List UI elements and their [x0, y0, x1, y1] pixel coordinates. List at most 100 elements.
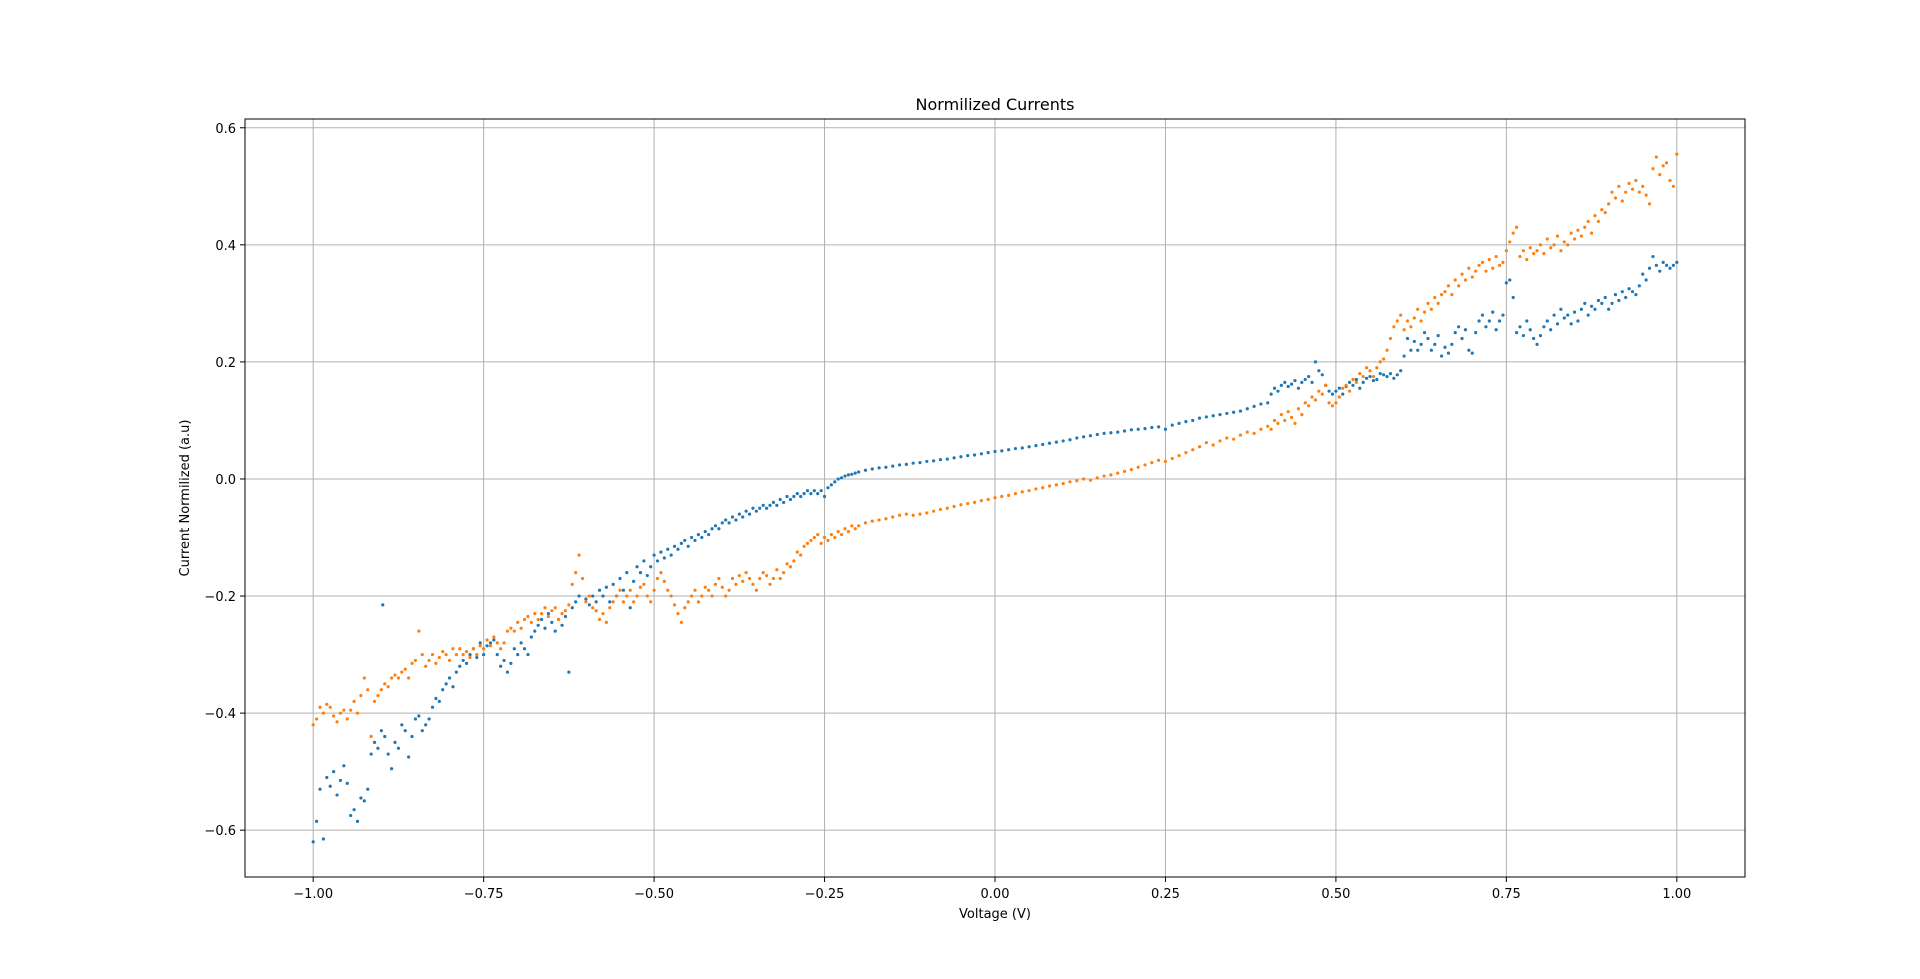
series-layer: [311, 152, 1679, 844]
data-point: [427, 717, 431, 721]
data-point: [1630, 290, 1635, 294]
data-point: [758, 576, 762, 581]
data-point: [1429, 348, 1433, 352]
data-point: [1664, 263, 1669, 267]
data-point: [1399, 313, 1403, 317]
data-point: [1617, 298, 1621, 303]
data-point: [400, 723, 404, 727]
data-point: [785, 562, 789, 566]
data-point: [635, 565, 639, 569]
data-point: [372, 699, 377, 704]
data-point: [1521, 333, 1526, 338]
data-point: [1375, 377, 1379, 382]
data-point: [761, 503, 765, 507]
data-point: [594, 600, 598, 604]
data-point: [413, 658, 418, 663]
data-point: [857, 524, 861, 528]
data-point: [1402, 354, 1406, 358]
data-point: [1204, 441, 1208, 445]
data-point: [1088, 434, 1093, 438]
data-point: [321, 711, 326, 715]
data-point: [1596, 298, 1601, 303]
data-point: [1054, 440, 1058, 444]
data-point: [812, 489, 816, 493]
data-point: [747, 576, 752, 581]
data-point: [1671, 263, 1676, 267]
data-point: [1593, 213, 1597, 218]
data-point: [707, 532, 711, 537]
data-point: [1613, 196, 1618, 200]
data-point: [1627, 287, 1631, 291]
data-point: [734, 518, 738, 522]
data-point: [730, 515, 735, 519]
data-point: [1416, 307, 1420, 311]
data-point: [638, 585, 643, 589]
data-point: [638, 571, 643, 575]
data-point: [805, 489, 810, 493]
data-point: [379, 729, 383, 733]
data-point: [972, 453, 977, 457]
data-point: [1491, 310, 1495, 314]
data-point: [400, 670, 404, 674]
data-point: [1382, 373, 1386, 377]
data-point: [1545, 319, 1549, 323]
data-point: [1177, 421, 1181, 425]
data-point: [386, 752, 390, 756]
data-point: [945, 506, 949, 510]
data-point: [407, 755, 411, 759]
data-point: [649, 565, 653, 569]
data-point: [1358, 386, 1362, 390]
data-point: [1439, 292, 1444, 297]
data-point: [427, 658, 431, 663]
data-point: [1388, 336, 1393, 341]
data-point: [747, 512, 752, 516]
data-point: [594, 609, 598, 613]
data-point: [1095, 432, 1099, 437]
data-point: [1245, 407, 1249, 411]
data-point: [1082, 435, 1086, 439]
data-point: [822, 535, 827, 540]
data-point: [689, 535, 694, 540]
data-point: [1170, 456, 1174, 461]
data-point: [488, 641, 493, 645]
data-point: [601, 594, 605, 598]
data-point: [1624, 295, 1628, 300]
data-point: [724, 594, 728, 598]
data-point: [1238, 433, 1243, 437]
data-point: [550, 609, 554, 613]
data-point: [1116, 471, 1120, 475]
data-point: [655, 559, 660, 563]
data-point: [1566, 313, 1570, 317]
data-point: [1675, 152, 1679, 156]
data-point: [1446, 284, 1451, 288]
data-point: [1313, 398, 1318, 402]
data-point: [979, 499, 983, 503]
data-point: [1293, 379, 1297, 383]
data-point: [1542, 252, 1546, 256]
data-point: [349, 708, 353, 712]
data-point: [1364, 376, 1369, 380]
data-point: [608, 606, 612, 610]
data-point: [1392, 325, 1396, 329]
data-point: [1286, 384, 1290, 389]
data-point: [1412, 316, 1416, 320]
data-point: [1109, 473, 1113, 477]
data-point: [1197, 416, 1202, 420]
data-point: [642, 559, 646, 563]
data-point: [454, 670, 458, 674]
data-point: [492, 635, 496, 639]
y-tick-label: 0.0: [215, 473, 236, 488]
data-point: [822, 494, 827, 499]
data-point: [1395, 319, 1399, 323]
data-point: [1613, 292, 1618, 297]
data-point: [707, 588, 711, 592]
data-point: [577, 594, 581, 598]
data-point: [1344, 383, 1348, 387]
data-point: [1487, 319, 1491, 323]
data-point: [338, 711, 343, 715]
data-point: [1627, 181, 1631, 185]
data-point: [1163, 427, 1168, 431]
data-point: [1143, 463, 1147, 467]
data-point: [1095, 476, 1099, 480]
data-point: [1501, 313, 1505, 317]
